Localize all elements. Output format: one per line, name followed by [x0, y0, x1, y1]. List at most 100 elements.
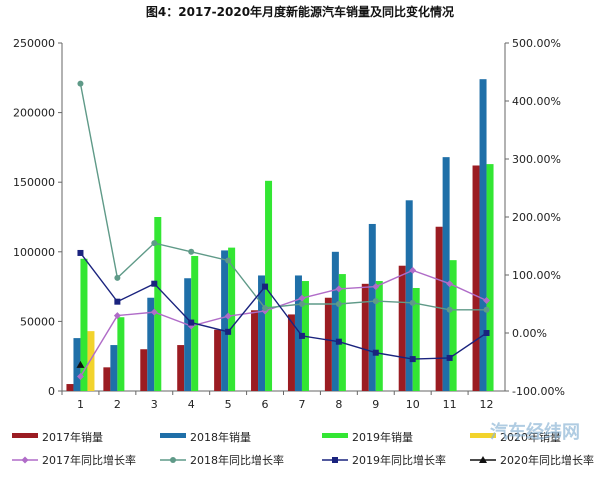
- bar: [368, 223, 376, 391]
- point: [114, 274, 121, 281]
- point: [225, 257, 232, 264]
- point: [262, 283, 269, 290]
- point: [114, 298, 121, 305]
- point: [372, 298, 379, 305]
- point: [409, 266, 417, 274]
- point: [446, 354, 453, 361]
- bar: [66, 384, 74, 391]
- x-tick-label: 1: [77, 398, 84, 411]
- point: [483, 297, 491, 305]
- point: [76, 373, 84, 380]
- bar: [294, 275, 302, 391]
- bar: [251, 310, 259, 391]
- y2-tick-label: 400.00%: [512, 95, 561, 108]
- point: [446, 306, 453, 313]
- chart-title: 图4：2017-2020年月度新能源汽车销量及同比变化情况: [146, 4, 454, 19]
- bar: [472, 165, 480, 391]
- point: [335, 301, 342, 307]
- series-line: [79, 269, 487, 377]
- legend-swatch: [160, 433, 186, 438]
- point: [479, 456, 487, 463]
- legend: 2017年销量 2018年销量 2019年销量 2020年销量 2017年同比增长率 20…: [12, 430, 594, 467]
- y2-tick-label: 300.00%: [512, 153, 561, 166]
- point: [298, 332, 305, 339]
- point: [76, 360, 85, 368]
- bar: [361, 283, 369, 391]
- x-tick-label: 8: [335, 398, 342, 411]
- point: [262, 305, 269, 312]
- x-tick-label: 9: [372, 398, 379, 411]
- y2-tick-label: 200.00%: [512, 211, 561, 224]
- watermark-text: 汽车经纬网: [490, 421, 580, 443]
- point: [298, 294, 306, 302]
- point: [113, 312, 121, 320]
- y-tick-label: 50000: [20, 315, 55, 328]
- legend-label: 2018年同比增长率: [190, 453, 284, 467]
- y2-tick-label: 500.00%: [512, 37, 561, 50]
- y-tick-label: 150000: [13, 176, 55, 189]
- bar: [398, 265, 406, 391]
- point: [151, 280, 158, 287]
- bar: [435, 226, 443, 391]
- legend-label: 2019年同比增长率: [352, 453, 446, 467]
- legend-label: 2018年销量: [190, 430, 251, 444]
- bar: [147, 297, 155, 391]
- x-tick-label: 4: [188, 398, 195, 411]
- y2-tick-label: 100.00%: [512, 269, 561, 282]
- bar: [338, 274, 346, 391]
- point: [170, 457, 176, 463]
- y-tick-label: 250000: [13, 37, 55, 50]
- point: [372, 283, 380, 291]
- x-tick-label: 6: [262, 398, 269, 411]
- bar: [258, 275, 266, 391]
- x-tick-label: 3: [151, 398, 158, 411]
- axes-group: [58, 42, 509, 395]
- point: [335, 285, 343, 293]
- legend-label: 2017年同比增长率: [42, 453, 136, 467]
- point: [188, 248, 195, 255]
- legend-swatch: [12, 433, 38, 438]
- point: [372, 349, 379, 356]
- y2-tick-label: -100.00%: [512, 385, 565, 398]
- bar: [442, 157, 450, 391]
- y-tick-label: 0: [48, 385, 55, 398]
- y2-tick-label: 0.00%: [512, 327, 547, 340]
- bar: [228, 247, 236, 391]
- bar: [110, 345, 118, 391]
- point: [483, 306, 490, 313]
- series-line: [79, 252, 487, 360]
- point: [409, 299, 416, 306]
- point: [151, 240, 158, 247]
- point: [77, 249, 84, 256]
- bar: [103, 367, 111, 391]
- lines-group: [76, 80, 491, 380]
- bar: [117, 317, 125, 391]
- point: [224, 312, 232, 320]
- bar: [412, 287, 420, 391]
- point: [298, 301, 305, 307]
- point: [188, 319, 195, 326]
- point: [77, 80, 84, 87]
- point: [483, 330, 490, 336]
- y-tick-label: 100000: [13, 246, 55, 259]
- legend-label: 2019年销量: [352, 430, 413, 444]
- bar: [184, 278, 192, 391]
- point: [150, 308, 158, 316]
- point: [446, 280, 454, 288]
- legend-swatch: [470, 433, 496, 438]
- point: [409, 356, 416, 363]
- tick-labels-group: 0 50000 100000 150000 200000 250000 -100.00% 0.…: [13, 37, 565, 411]
- bar: [80, 258, 88, 391]
- legend-swatch: [322, 433, 348, 438]
- point: [335, 338, 342, 345]
- bar: [87, 331, 95, 391]
- x-tick-label: 2: [114, 398, 121, 411]
- bar: [73, 338, 81, 391]
- bar: [405, 200, 413, 391]
- bar: [287, 314, 295, 391]
- bar: [154, 217, 162, 391]
- x-tick-label: 5: [225, 398, 232, 411]
- x-tick-label: 11: [443, 398, 457, 411]
- point: [225, 328, 232, 335]
